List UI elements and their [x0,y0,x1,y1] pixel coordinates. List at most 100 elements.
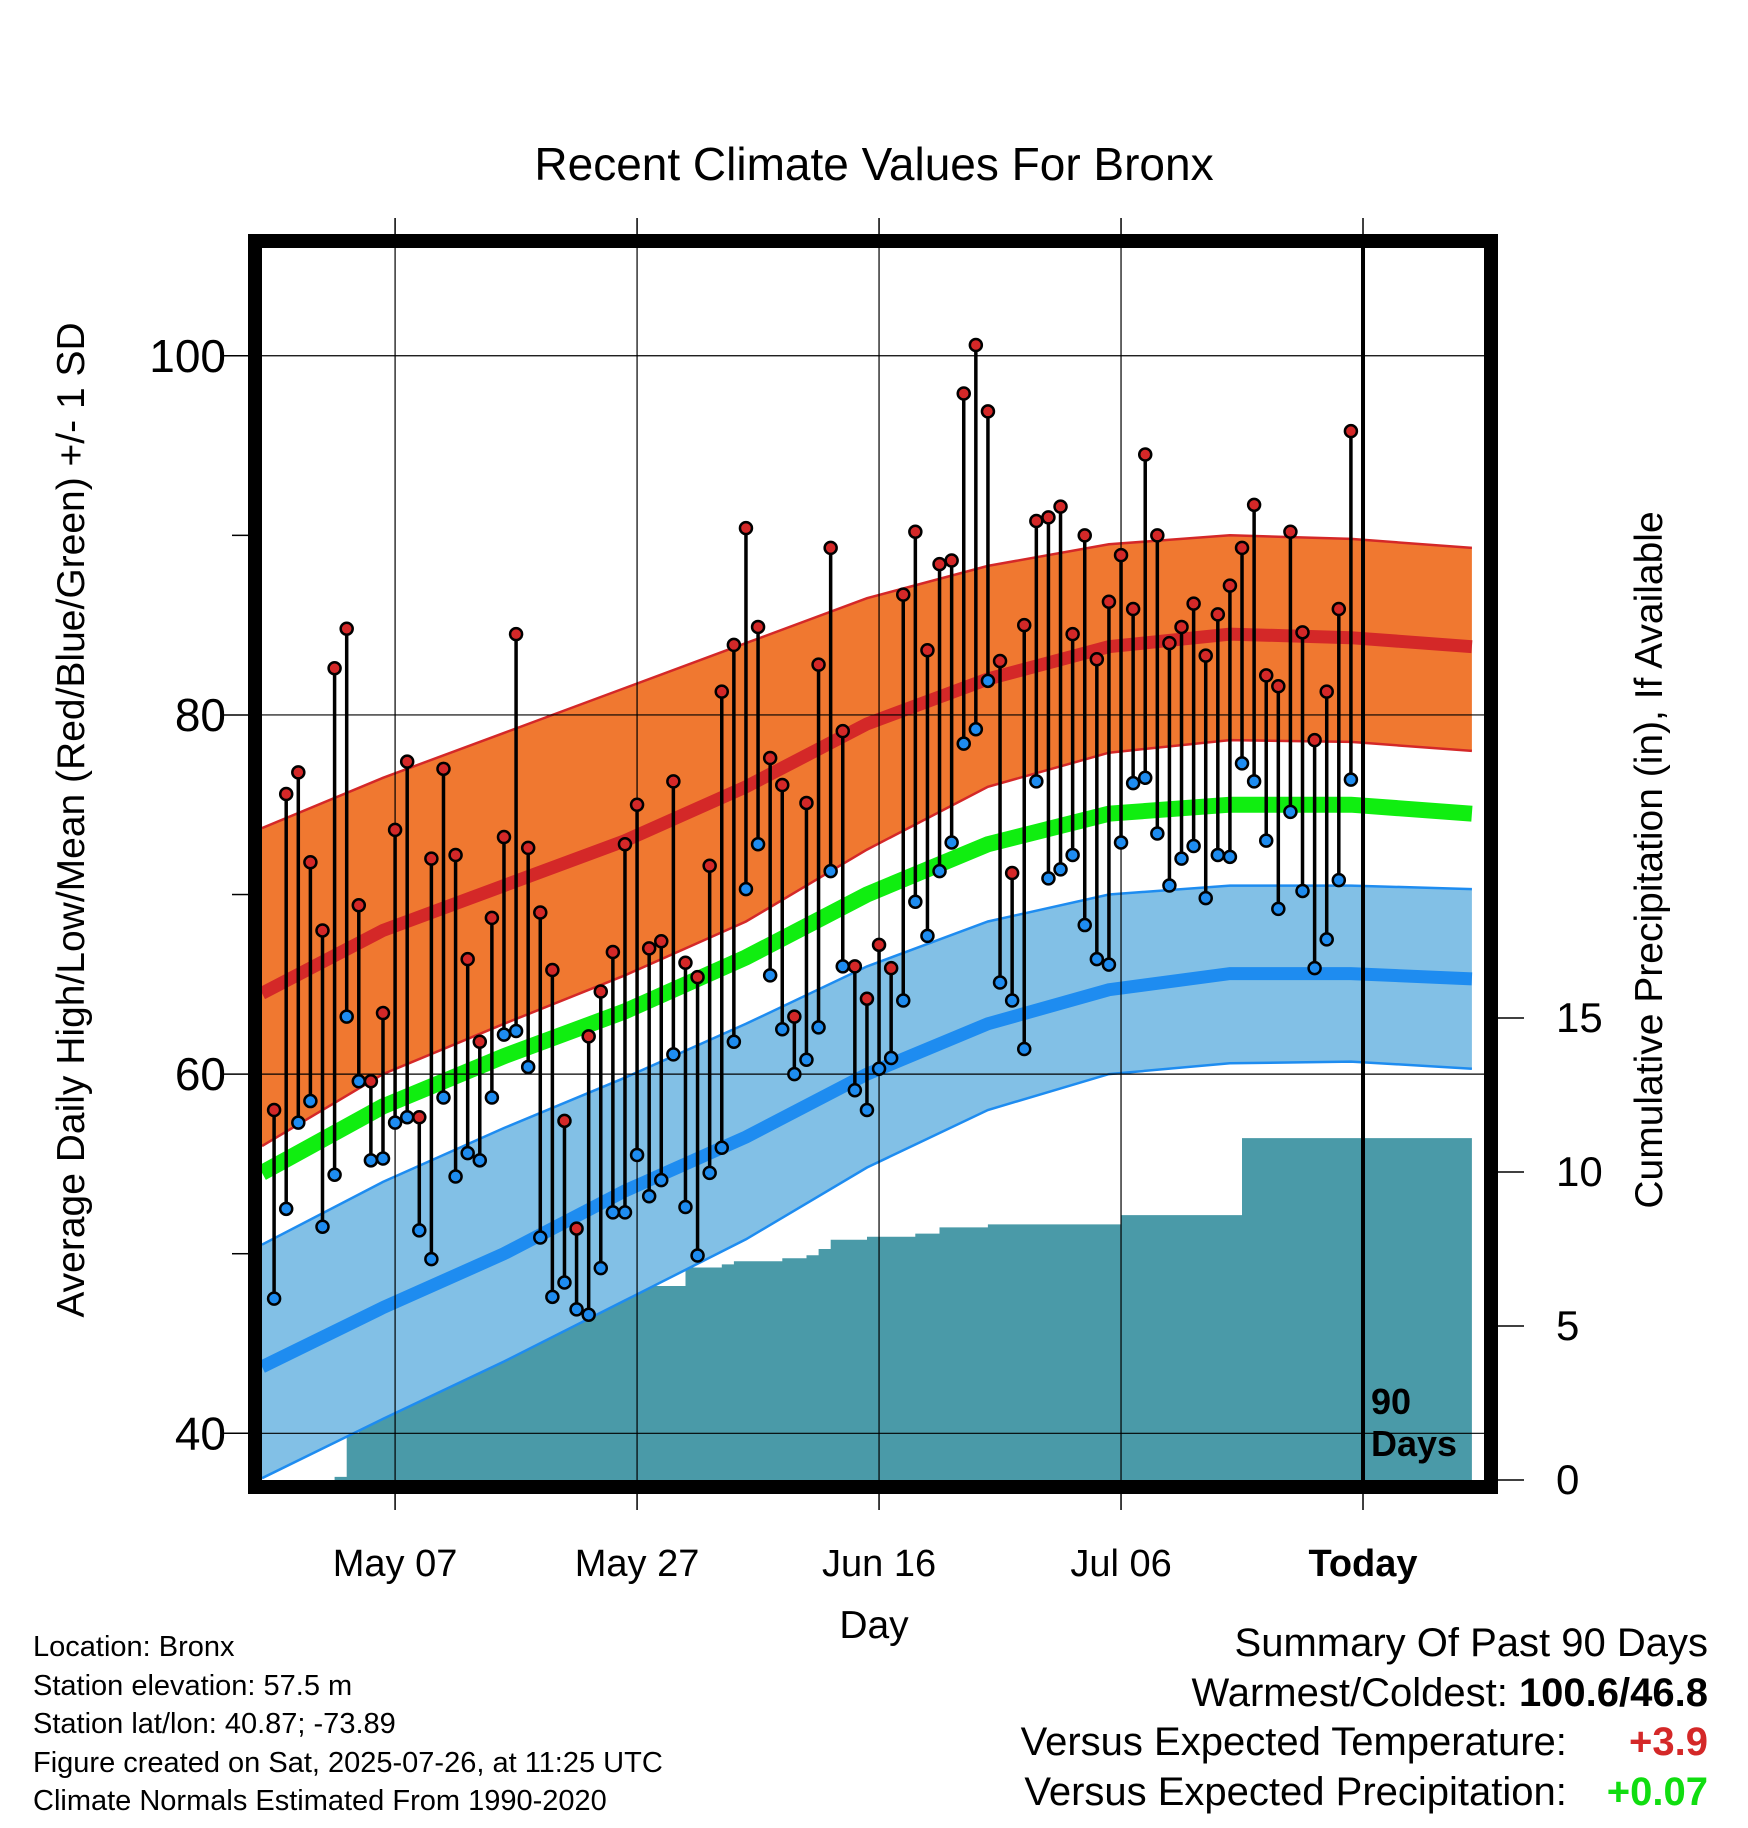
x-tick-label: Jun 16 [822,1543,936,1585]
daily-high-point [871,937,887,953]
station-location: Location: Bronx [33,1631,235,1663]
daily-low-point [871,1061,887,1076]
daily-low-point [472,1153,488,1168]
daily-high-point [1125,601,1141,617]
daily-high-point [702,858,717,874]
daily-low-point [726,1034,742,1050]
daily-low-point [278,1201,294,1217]
y2-tick-label: 0 [1556,1456,1579,1503]
daily-high-point [1174,619,1189,635]
daily-low-point [968,722,984,737]
daily-high-point [520,840,536,856]
temp-label: Versus Expected Temperature: [1020,1720,1567,1764]
daily-high-point [787,1009,802,1024]
daily-high-point [726,637,742,653]
daily-high-point [375,1005,391,1021]
daily-low-point [460,1145,475,1161]
daily-low-point [593,1260,609,1276]
daily-high-point [424,851,439,866]
daily-low-point [339,1009,354,1024]
daily-low-point [266,1291,282,1306]
precip-value: +0.07 [1606,1770,1708,1814]
daily-low-point [569,1302,584,1317]
summary-precip: Versus Expected Precipitation: +0.07 [1024,1770,1708,1815]
figure-created: Figure created on Sat, 2025-07-26, at 11… [33,1747,663,1779]
daily-high-point [678,955,693,971]
daily-high-point [436,761,451,777]
daily-high-point [496,829,512,845]
days-label-unit: Days [1371,1423,1457,1464]
daily-high-point [1258,668,1274,683]
daily-low-point [387,1115,403,1130]
daily-low-point [1125,775,1141,791]
daily-high-point [1029,513,1044,529]
daily-high-point [1295,625,1310,640]
daily-low-point [992,975,1008,990]
daily-high-point [775,777,790,793]
daily-low-point [1198,890,1213,906]
daily-high-point [762,750,778,766]
daily-high-point [387,822,403,838]
daily-low-point [738,881,754,897]
daily-high-point [1041,510,1056,525]
chart-title: Recent Climate Values For Bronx [534,138,1213,190]
daily-high-point [593,984,609,999]
daily-low-point [375,1151,391,1166]
daily-high-point [1077,528,1092,543]
daily-high-point [545,962,560,978]
daily-low-point [436,1090,451,1105]
low-sd-lower-line [262,1060,1472,1480]
daily-high-point [750,619,766,635]
daily-low-point [980,673,996,689]
low-sd-upper-line [262,884,1472,1246]
daily-high-point [1162,635,1177,651]
daily-low-point [641,1188,657,1204]
summary-heading: Summary Of Past 90 Days [1234,1621,1708,1665]
daily-high-point [1113,547,1129,563]
daily-low-point [847,1083,863,1098]
daily-high-point [1246,497,1262,513]
daily-high-point [1307,732,1322,748]
daily-high-point [448,847,463,863]
daily-low-point [1343,772,1359,787]
daily-high-point [859,991,875,1006]
daily-low-point [1186,838,1201,854]
daily-low-point [1150,826,1165,841]
high-mean-line [262,627,1473,1000]
daily-low-point [859,1102,875,1118]
daily-high-point [484,910,500,926]
daily-low-point [944,835,959,850]
days-label-number: 90 [1371,1381,1411,1422]
daily-low-point [1307,960,1322,976]
daily-high-point [714,684,730,699]
plot-frame [248,234,1498,1494]
daily-low-point [1089,951,1105,967]
daily-low-point [835,959,851,974]
daily-high-point [992,653,1008,669]
daily-high-point [339,621,354,636]
daily-high-point [399,754,415,769]
daily-low-point [533,1230,548,1245]
daily-low-point [303,1093,318,1109]
daily-high-point [460,951,475,967]
y-tick-label: 100 [149,330,226,382]
daily-low-point [1271,901,1286,917]
y-tick-label: 40 [175,1407,226,1459]
daily-high-point [666,774,681,789]
daily-high-point [508,626,524,642]
daily-high-point [956,386,971,401]
daily-high-point [738,520,754,536]
daily-high-point [278,786,294,802]
daily-low-point [351,1074,367,1089]
y-axis-label: Average Daily High/Low/Mean (Red/Blue/Gr… [50,322,93,1317]
daily-high-point [351,898,367,913]
daily-low-point [496,1027,512,1042]
summary-temp: Versus Expected Temperature: +3.9 [1021,1720,1708,1765]
daily-high-point [1198,648,1213,663]
daily-high-point [1065,626,1080,642]
daily-low-point [1065,847,1080,863]
daily-high-point [569,1221,584,1236]
daily-high-point [581,1029,596,1044]
daily-high-point [1271,678,1286,694]
daily-low-point [1210,847,1226,863]
